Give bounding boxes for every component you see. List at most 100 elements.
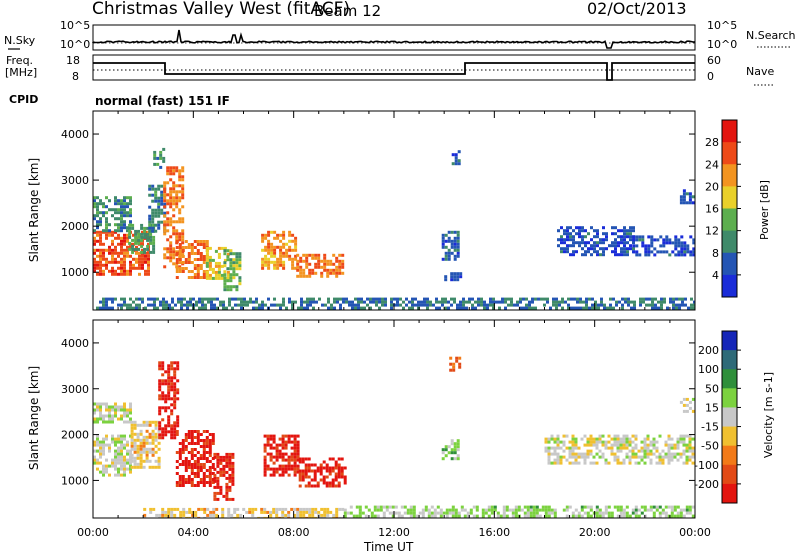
velocity-cell xyxy=(123,467,126,471)
power-cell xyxy=(308,274,312,278)
velocity-cell xyxy=(208,433,212,436)
power-cell xyxy=(111,233,114,237)
nsearch-label: N.Search xyxy=(746,29,796,42)
power-cell xyxy=(166,223,170,227)
velocity-cell xyxy=(263,443,267,447)
velocity-cell xyxy=(269,437,273,441)
velocity-cell xyxy=(151,420,155,424)
power-cell xyxy=(93,239,96,243)
velocity-colorbar-swatch xyxy=(722,331,737,351)
velocity-cell xyxy=(565,514,569,518)
power-cell xyxy=(156,156,160,160)
velocity-cell xyxy=(145,447,149,451)
velocity-cell xyxy=(613,440,617,444)
velocity-cell xyxy=(173,406,177,410)
velocity-cell xyxy=(598,437,602,441)
power-cell xyxy=(126,269,129,273)
power-cell xyxy=(181,217,185,221)
velocity-cell xyxy=(450,448,454,452)
power-cell xyxy=(672,303,675,307)
power-cell xyxy=(229,276,233,280)
power-cell xyxy=(217,276,221,280)
velocity-cell xyxy=(208,442,212,445)
power-cell xyxy=(294,254,298,258)
velocity-cell xyxy=(538,508,542,512)
power-cell xyxy=(569,238,572,242)
velocity-cell xyxy=(586,505,590,509)
velocity-cell xyxy=(196,466,200,469)
velocity-cell xyxy=(167,397,171,401)
power-cell xyxy=(682,198,686,202)
velocity-cell xyxy=(358,514,362,518)
power-cell xyxy=(687,306,690,310)
velocity-cell xyxy=(248,507,252,511)
velocity-cell xyxy=(595,443,599,447)
power-cell xyxy=(273,254,277,258)
power-cell xyxy=(615,300,618,304)
velocity-cell xyxy=(139,456,143,460)
power-cell xyxy=(282,300,285,304)
power-cell xyxy=(181,169,185,173)
velocity-cell xyxy=(114,411,117,415)
velocity-cell xyxy=(225,461,229,465)
velocity-cell xyxy=(114,437,117,441)
power-cell xyxy=(447,257,451,261)
velocity-cell xyxy=(667,434,671,438)
power-cell xyxy=(669,300,672,304)
power-cell xyxy=(196,243,200,246)
power-cell xyxy=(453,245,457,249)
velocity-cell xyxy=(598,514,602,518)
velocity-cell xyxy=(175,451,179,454)
velocity-cell xyxy=(190,433,194,436)
power-cell xyxy=(157,205,161,209)
velocity-cell xyxy=(550,452,554,456)
velocity-cell xyxy=(187,460,191,463)
power-cell xyxy=(692,247,695,251)
velocity-cell xyxy=(688,455,692,459)
velocity-cell xyxy=(553,514,557,518)
velocity-cell xyxy=(452,365,456,369)
power-cell xyxy=(614,247,617,251)
power-cell xyxy=(261,266,265,270)
power-cell xyxy=(299,274,303,278)
power-cell xyxy=(93,214,96,218)
velocity-cell xyxy=(142,459,146,463)
velocity-cell xyxy=(102,446,105,450)
velocity-cell xyxy=(175,484,179,487)
velocity-cell xyxy=(331,481,335,485)
power-cell xyxy=(151,214,155,218)
velocity-cell xyxy=(454,514,458,518)
power-cell xyxy=(417,300,420,304)
power-cell xyxy=(138,251,141,255)
velocity-cell xyxy=(317,510,321,514)
velocity-cell xyxy=(634,434,638,438)
power-cell xyxy=(141,263,144,267)
nsearch-tick-bottom: 10^0 xyxy=(707,38,737,51)
velocity-cell xyxy=(213,455,217,459)
power-cell xyxy=(134,232,138,236)
velocity-cell xyxy=(202,448,206,451)
power-cell xyxy=(354,303,357,307)
power-cell xyxy=(181,205,185,209)
velocity-cell xyxy=(105,408,108,412)
power-cell xyxy=(123,211,126,215)
velocity-cell xyxy=(643,461,647,465)
power-cell xyxy=(426,300,429,304)
velocity-cell xyxy=(619,443,623,447)
power-cell xyxy=(114,199,117,203)
velocity-cell xyxy=(409,505,413,509)
power-cell xyxy=(341,271,345,275)
velocity-cell xyxy=(181,442,185,445)
velocity-cell xyxy=(580,437,584,441)
velocity-cell xyxy=(439,514,443,518)
power-cell xyxy=(181,193,185,197)
velocity-cell xyxy=(158,397,162,401)
velocity-cell xyxy=(502,514,506,518)
power-cell xyxy=(305,274,309,278)
power-cell xyxy=(522,297,525,301)
power-cell xyxy=(684,297,687,301)
power-cell xyxy=(96,220,99,224)
velocity-cell xyxy=(158,427,162,431)
power-cell xyxy=(647,250,651,254)
velocity-cell xyxy=(298,469,302,473)
